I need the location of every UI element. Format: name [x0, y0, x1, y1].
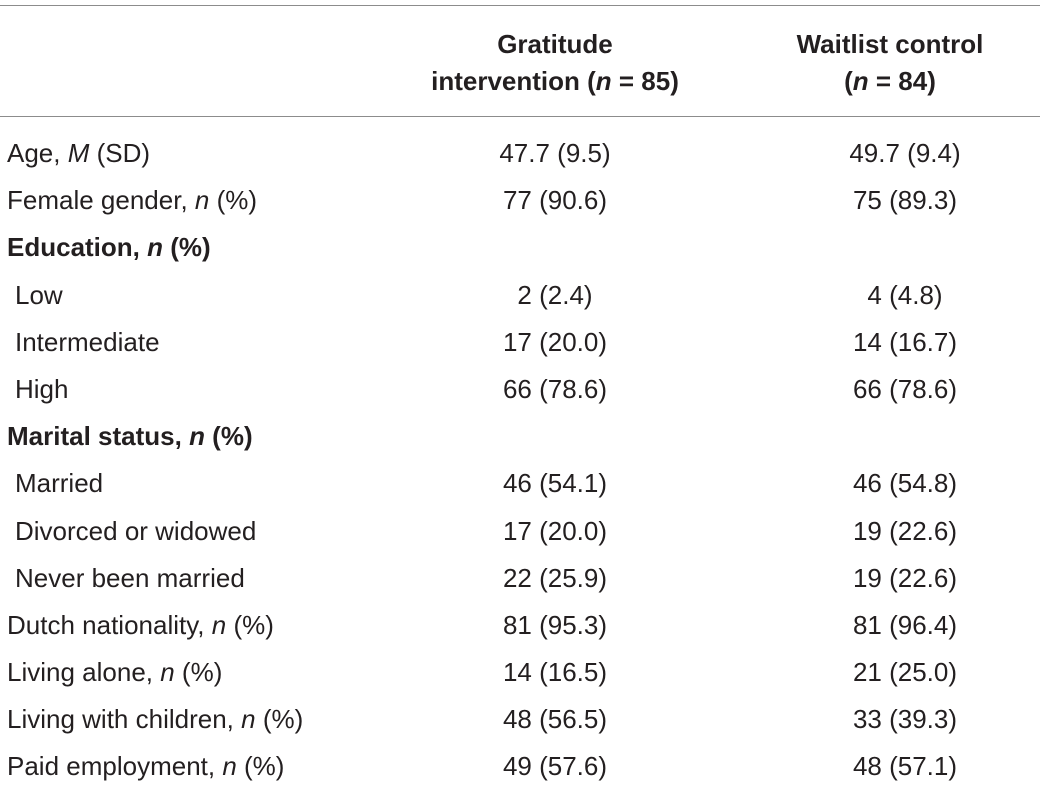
- section-row-education: Education, n (%): [0, 224, 1040, 271]
- table-row: Living with children, n (%) 48 (56.5) 33…: [0, 696, 1040, 743]
- table-body: Age, M (SD) 47.7 (9.5) 49.7 (9.4) Female…: [0, 130, 1040, 791]
- gratitude-value: 48 (56.5): [502, 704, 608, 735]
- table-header: Gratitude intervention (n = 85) Waitlist…: [0, 26, 1040, 100]
- row-label: Age, M (SD): [7, 138, 151, 168]
- section-label: Marital status, n (%): [7, 421, 253, 452]
- row-label: Low: [15, 279, 63, 310]
- gratitude-value: 17 (20.0): [502, 326, 608, 357]
- gratitude-value: 2 (2.4): [517, 279, 593, 310]
- table-row: High 66 (78.6) 66 (78.6): [0, 366, 1040, 413]
- row-label: High: [15, 373, 69, 404]
- waitlist-value: 49.7 (9.4): [849, 138, 961, 168]
- gratitude-value: 81 (95.3): [502, 609, 608, 640]
- header-gratitude-line1: Gratitude: [497, 29, 613, 59]
- gratitude-value: 17 (20.0): [502, 515, 608, 546]
- waitlist-value: 19 (22.6): [852, 515, 958, 546]
- gratitude-value: 66 (78.6): [502, 373, 608, 404]
- table-header-rule: [0, 116, 1040, 117]
- waitlist-value: 75 (89.3): [852, 185, 958, 216]
- row-label: Female gender, n (%): [7, 185, 258, 216]
- waitlist-value: 33 (39.3): [852, 704, 958, 735]
- gratitude-value: 22 (25.9): [502, 562, 608, 593]
- row-label: Divorced or widowed: [15, 515, 257, 546]
- table-row: Intermediate 17 (20.0) 14 (16.7): [0, 319, 1040, 366]
- header-waitlist: Waitlist control (n = 84): [760, 26, 1020, 100]
- section-row-marital-status: Marital status, n (%): [0, 413, 1040, 460]
- table-row: Living alone, n (%) 14 (16.5) 21 (25.0): [0, 649, 1040, 696]
- table-row: Paid employment, n (%) 49 (57.6) 48 (57.…: [0, 743, 1040, 790]
- table-top-rule: [0, 5, 1040, 6]
- gratitude-value: 77 (90.6): [502, 185, 608, 216]
- gratitude-value: 47.7 (9.5): [499, 138, 611, 168]
- header-waitlist-line1: Waitlist control: [796, 29, 984, 59]
- table-row: Low 2 (2.4) 4 (4.8): [0, 272, 1040, 319]
- row-label: Never been married: [15, 562, 245, 593]
- row-label: Living alone, n (%): [7, 657, 223, 688]
- waitlist-value: 48 (57.1): [852, 751, 958, 782]
- gratitude-value: 49 (57.6): [502, 751, 608, 782]
- table-row: Age, M (SD) 47.7 (9.5) 49.7 (9.4): [0, 130, 1040, 177]
- waitlist-value: 81 (96.4): [852, 609, 958, 640]
- row-label: Paid employment, n (%): [7, 751, 285, 782]
- waitlist-value: 46 (54.8): [852, 468, 958, 499]
- table-row: Never been married 22 (25.9) 19 (22.6): [0, 555, 1040, 602]
- row-label: Living with children, n (%): [7, 704, 304, 735]
- header-gratitude: Gratitude intervention (n = 85): [405, 26, 705, 100]
- section-label: Education, n (%): [7, 232, 211, 263]
- waitlist-value: 19 (22.6): [852, 562, 958, 593]
- waitlist-value: 66 (78.6): [852, 373, 958, 404]
- table-row: Married 46 (54.1) 46 (54.8): [0, 460, 1040, 507]
- row-label: Dutch nationality, n (%): [7, 609, 274, 640]
- row-label: Intermediate: [15, 326, 160, 357]
- waitlist-value: 21 (25.0): [852, 657, 958, 688]
- gratitude-value: 14 (16.5): [502, 657, 608, 688]
- table-row: Divorced or widowed 17 (20.0) 19 (22.6): [0, 508, 1040, 555]
- gratitude-value: 46 (54.1): [502, 468, 608, 499]
- header-waitlist-line2: (n = 84): [844, 66, 936, 96]
- waitlist-value: 14 (16.7): [852, 326, 958, 357]
- waitlist-value: 4 (4.8): [867, 279, 943, 310]
- row-label: Married: [15, 468, 104, 499]
- header-gratitude-line2: intervention (n = 85): [431, 66, 679, 96]
- table-row: Female gender, n (%) 77 (90.6) 75 (89.3): [0, 177, 1040, 224]
- table-row: Dutch nationality, n (%) 81 (95.3) 81 (9…: [0, 602, 1040, 649]
